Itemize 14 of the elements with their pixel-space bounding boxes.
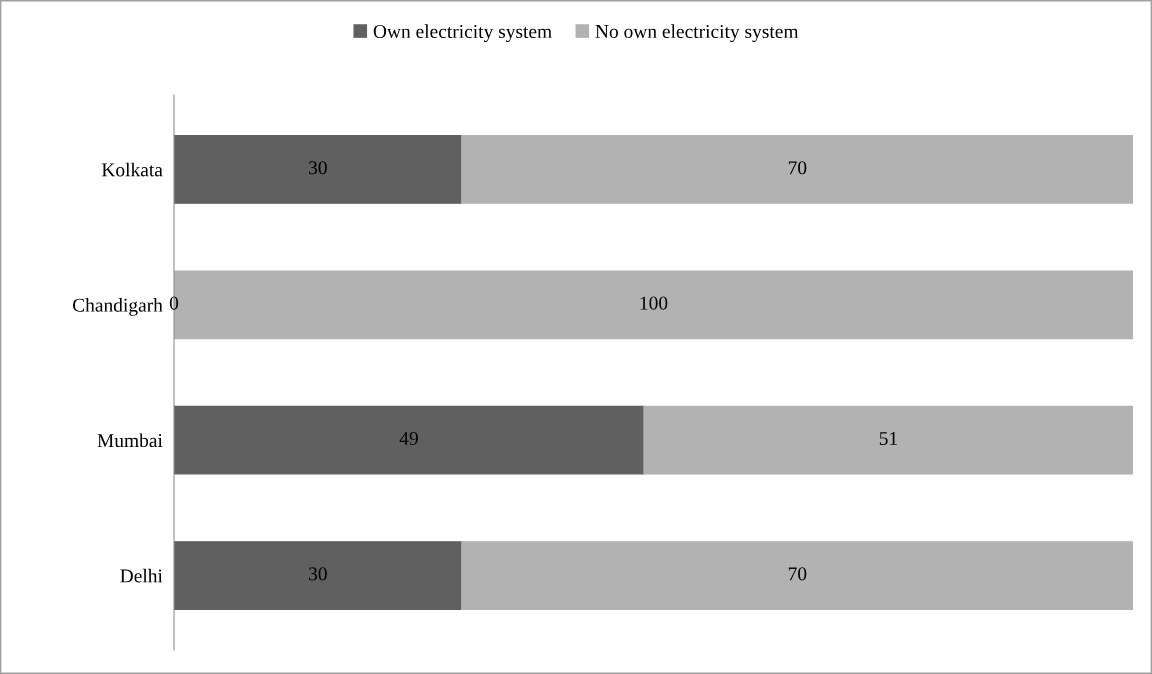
legend-label: No own electricity system	[595, 24, 799, 43]
y-tick-label: Kolkata	[101, 162, 163, 177]
data-label: 0	[169, 296, 179, 310]
legend-label: Own electricity system	[373, 24, 552, 43]
data-label: 51	[879, 432, 898, 446]
y-tick-label: Delhi	[120, 568, 163, 583]
data-label: 70	[788, 161, 807, 175]
data-label: 100	[640, 296, 668, 310]
y-tick-label: Chandigarh	[72, 298, 163, 316]
data-label: 49	[399, 431, 418, 446]
data-label: 30	[309, 161, 327, 175]
y-tick-label: Mumbai	[97, 433, 163, 448]
data-label: 70	[788, 567, 807, 581]
data-label: 30	[309, 567, 327, 581]
